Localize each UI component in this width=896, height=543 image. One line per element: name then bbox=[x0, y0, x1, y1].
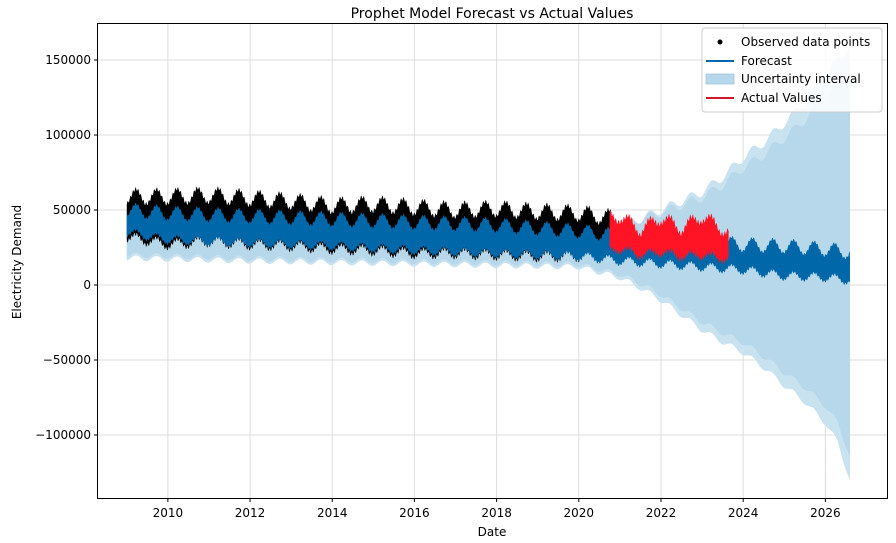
y-axis-label: Electricity Demand bbox=[10, 205, 24, 319]
legend-box bbox=[701, 27, 883, 113]
legend: Observed data points Forecast Uncertaint… bbox=[701, 27, 883, 113]
uncertainty-band-outer bbox=[126, 45, 851, 480]
x-tick-label: 2010 bbox=[153, 506, 184, 520]
y-axis-ticks: −100000 −50000 0 50000 100000 150000 bbox=[35, 53, 98, 442]
legend-actual-label: Actual Values bbox=[741, 91, 822, 105]
x-tick-label: 2022 bbox=[646, 506, 677, 520]
actual-series bbox=[609, 210, 729, 265]
y-tick-label: −100000 bbox=[35, 428, 91, 442]
x-tick-label: 2012 bbox=[235, 506, 266, 520]
x-tick-label: 2016 bbox=[399, 506, 430, 520]
legend-uncertainty-label: Uncertainty interval bbox=[741, 72, 861, 86]
actual-values-line bbox=[609, 210, 729, 265]
x-tick-label: 2014 bbox=[317, 506, 348, 520]
plot-frame bbox=[97, 23, 888, 499]
legend-uncertainty-swatch bbox=[705, 73, 735, 85]
legend-forecast-label: Forecast bbox=[741, 54, 792, 68]
x-axis-ticks: 2010 2012 2014 2016 2018 2020 2022 2024 2026 bbox=[153, 498, 841, 520]
y-tick-label: 0 bbox=[83, 278, 91, 292]
x-tick-label: 2020 bbox=[564, 506, 595, 520]
y-tick-label: 100000 bbox=[45, 128, 91, 142]
chart-title: Prophet Model Forecast vs Actual Values bbox=[351, 6, 634, 22]
x-tick-label: 2024 bbox=[728, 506, 759, 520]
y-tick-label: −50000 bbox=[43, 353, 91, 367]
y-tick-label: 50000 bbox=[53, 203, 91, 217]
x-axis-label: Date bbox=[478, 525, 507, 539]
y-tick-label: 150000 bbox=[45, 53, 91, 67]
observed-series bbox=[126, 186, 851, 285]
x-tick-label: 2026 bbox=[810, 506, 841, 520]
legend-observed-marker bbox=[717, 39, 723, 45]
legend-observed-label: Observed data points bbox=[741, 35, 870, 49]
x-tick-label: 2018 bbox=[481, 506, 512, 520]
forecast-line bbox=[126, 202, 851, 285]
